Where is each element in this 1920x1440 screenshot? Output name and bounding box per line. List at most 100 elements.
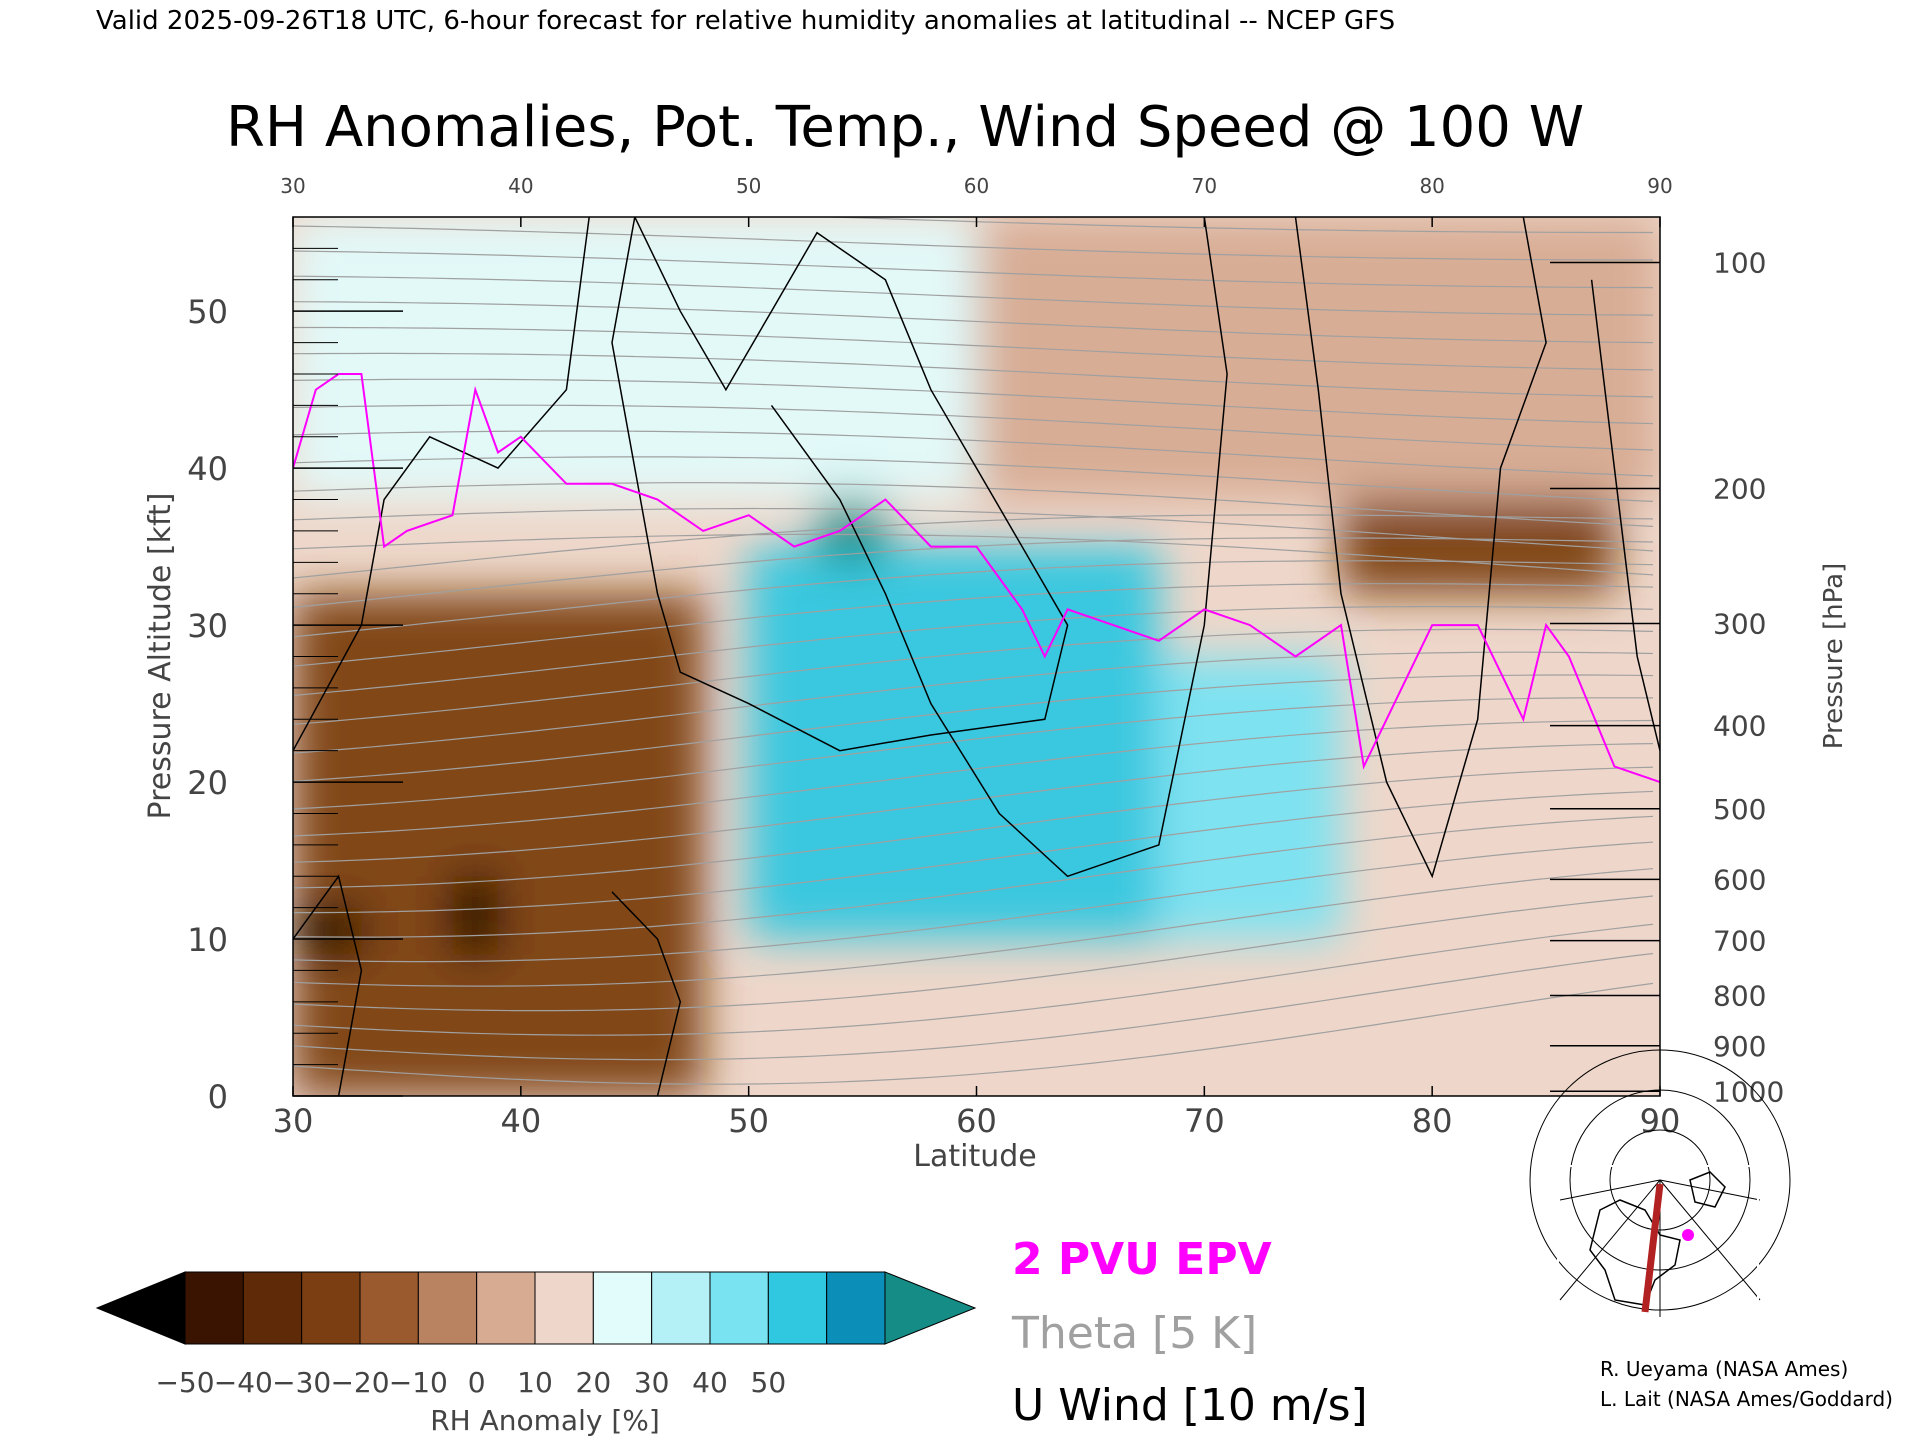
pressure-tick-label: 300 [1713,608,1766,641]
theta-contour-line [293,514,1654,579]
colorbar-swatch [651,1271,711,1345]
theta-contour-line [293,868,1654,987]
theta-contour-line [293,790,1654,914]
pressure-tick-label: 1000 [1713,1075,1784,1108]
y-axis-left-label: Pressure Altitude [kft] [143,493,178,820]
theta-contour-line [293,326,1654,371]
u-wind-contour-line [1590,279,1660,751]
x-axis-bottom: 30 40 50 60 70 80 90 [273,1086,1681,1140]
colorbar-tick-label: −40 [214,1366,273,1399]
theta-contours [293,217,1654,1085]
colorbar-tick-label: 20 [576,1366,612,1399]
colorbar-tick-label: −20 [330,1366,389,1399]
y-axis-right-label: Pressure [hPa] [1819,563,1849,750]
rh-anomaly-region [293,593,704,1096]
theta-contour-line [293,651,1654,754]
colorbar-swatch [301,1271,361,1345]
theta-contour-line [293,404,1654,451]
theta-contour-line [293,719,1654,837]
y-tick-label: 0 [208,1078,228,1116]
theta-contour-line [293,815,1654,938]
epv-2pvu-line [293,373,1660,784]
x-tick-label: 30 [273,1102,314,1140]
theta-contour-line [293,507,1654,552]
x-tick-label: 70 [1184,1102,1225,1140]
colorbar-tick-label: 30 [634,1366,670,1399]
theta-contour-line [293,697,1654,810]
y-axis-left: 0 10 20 30 40 50 [187,247,403,1116]
rh-anomaly-region [976,217,1660,500]
pressure-tick-label: 200 [1713,473,1766,506]
theta-contour-line [293,560,1654,638]
pressure-tick-label: 600 [1713,863,1766,896]
x-tick-label: 50 [728,1102,769,1140]
theta-contour-line [293,301,1654,344]
y-tick-label: 50 [187,293,228,331]
colorbar-tick-label: 50 [751,1366,787,1399]
colorbar-label: RH Anomaly [%] [430,1404,660,1437]
credit-line-2: L. Lait (NASA Ames/Goddard) [1600,1387,1893,1411]
x-top-tick-label: 40 [508,174,533,198]
x-tick-label: 60 [956,1102,997,1140]
valid-time-line: Valid 2025-09-26T18 UTC, 6-hour forecast… [96,6,1395,36]
colorbar-tick-label: −10 [389,1366,448,1399]
pressure-tick-label: 100 [1713,247,1766,280]
x-tick-label: 40 [500,1102,541,1140]
colorbar-tick-label: 10 [517,1366,553,1399]
colorbar-swatch [534,1271,594,1345]
colorbar-tick-label: 0 [468,1366,486,1399]
rh-anomaly-region [1158,656,1342,940]
theta-contour-line [293,533,1654,576]
north-america-polar-map-icon [1529,1049,1791,1319]
pressure-tick-label: 500 [1713,793,1766,826]
colorbar-over-arrow [884,1271,977,1345]
x-axis-label: Latitude [913,1139,1036,1174]
rh-anomaly-region [748,546,1159,940]
pressure-tick-label: 800 [1713,980,1766,1013]
theta-contour-line [293,766,1654,889]
colorbar-swatch [476,1271,536,1345]
x-top-tick-label: 50 [736,174,761,198]
colorbar-swatch [592,1271,653,1345]
theta-contour-line [293,275,1654,316]
theta-contour-line [293,352,1654,398]
legend-wind: U Wind [10 m/s] [1012,1380,1368,1431]
colorbar-under-arrow [95,1271,186,1345]
rh-anomaly-region [452,876,499,955]
colorbar-swatch [417,1271,478,1345]
theta-contour-line [293,482,1654,527]
theta-contour-line [293,430,1654,477]
pressure-tick-label: 700 [1713,925,1766,958]
colorbar-swatch [767,1271,828,1345]
colorbar-tick-label: −30 [272,1366,331,1399]
theta-contour-line [293,250,1654,289]
x-top-tick-label: 90 [1647,174,1672,198]
theta-contour-line [293,628,1654,725]
colorbar-swatch [359,1271,419,1345]
x-top-tick-label: 80 [1419,174,1444,198]
rh-anomaly-region [293,907,362,955]
legend-epv: 2 PVU EPV [1012,1234,1272,1285]
y-tick-label: 30 [187,607,228,645]
u-wind-contour-line [1294,217,1547,879]
colorbar-tick-label: −50 [155,1366,214,1399]
x-tick-label: 90 [1640,1102,1681,1140]
theta-contour-line [293,605,1654,697]
theta-contour-line [293,743,1654,863]
x-top-tick-label: 30 [280,174,305,198]
x-axis-top: 30 40 50 60 70 80 90 [280,174,1673,227]
pressure-tick-label: 400 [1713,710,1766,743]
theta-contour-line [293,583,1654,667]
theta-contour-line [815,217,1653,234]
colorbar-tick-label: 40 [692,1366,728,1399]
colorbar: −50 −40 −30 −20 −10 0 10 20 30 40 50 [95,1271,977,1399]
x-top-tick-label: 70 [1192,174,1217,198]
theta-contour-line [293,923,1654,1036]
pressure-tick-label: 900 [1713,1030,1766,1063]
plot-area [293,217,1660,1096]
x-tick-label: 80 [1412,1102,1453,1140]
u-wind-contour-line [770,217,1228,878]
y-tick-label: 10 [187,921,228,959]
theta-contour-line [293,674,1654,782]
